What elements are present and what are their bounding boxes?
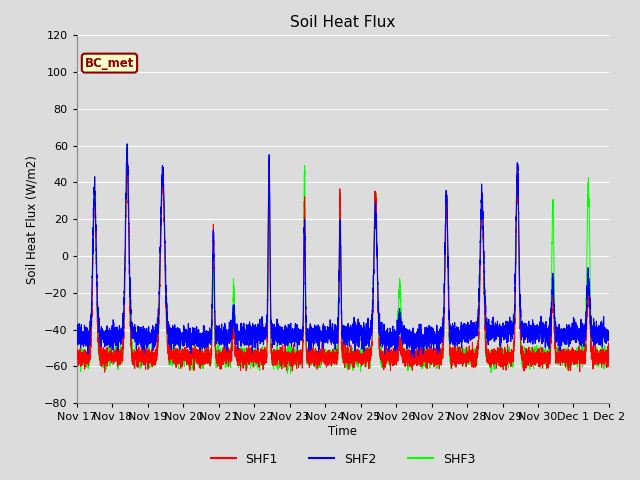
X-axis label: Time: Time	[328, 425, 357, 438]
Title: Soil Heat Flux: Soil Heat Flux	[290, 15, 396, 30]
Text: BC_met: BC_met	[84, 57, 134, 70]
Legend: SHF1, SHF2, SHF3: SHF1, SHF2, SHF3	[205, 447, 480, 470]
Y-axis label: Soil Heat Flux (W/m2): Soil Heat Flux (W/m2)	[26, 155, 38, 284]
